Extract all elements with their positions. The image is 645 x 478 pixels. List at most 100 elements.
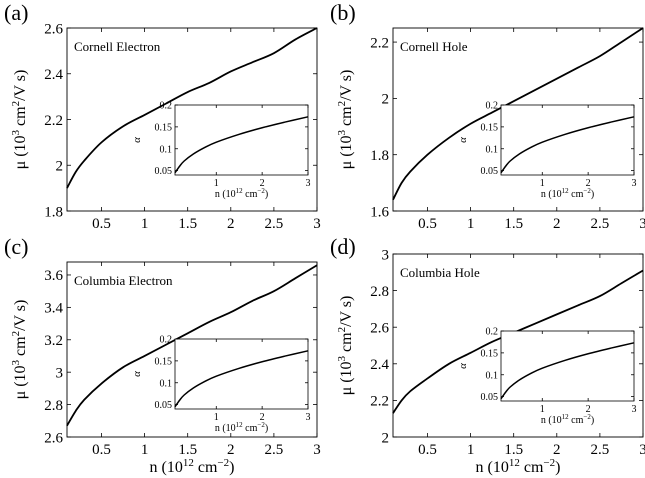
- panel-c-inset-axes: 1 2 3 0.05 0.1 0.15 0.2: [155, 335, 311, 424]
- panel-a-inset-axes: 1 2 3 0.05 0.1 0.15 0.2: [155, 101, 311, 190]
- panel-c-ytick-label: 2.6: [44, 430, 63, 446]
- panel-a-xtick-label: 3: [313, 216, 321, 232]
- panel-a-inset-xtick-label: 2: [260, 178, 265, 189]
- panel-c-inset-ytick-label: 0.15: [155, 356, 173, 367]
- panel-a-letter: (a): [4, 0, 28, 25]
- panel-a-ytick-label: 2.4: [44, 67, 63, 83]
- panel-b-ytick-label: 2.2: [370, 35, 389, 51]
- panel-a-title: Cornell Electron: [74, 39, 161, 54]
- panel-a-inset-frame: [174, 104, 309, 176]
- panel-c-ytick-label: 3.2: [44, 333, 63, 349]
- panel-a-ytick-label: 2: [56, 159, 64, 175]
- panel-d-xtick-label: 3: [639, 442, 645, 458]
- panel-d-ytick-label: 2: [382, 430, 390, 446]
- panel-b-title: Cornell Hole: [400, 39, 468, 54]
- panel-b-xtick-label: 1: [467, 216, 475, 232]
- panel-d-xtick-label: 0.5: [418, 442, 437, 458]
- panel-d-ytick-label: 3: [382, 247, 390, 263]
- panel-a-inset-series-line: [174, 116, 309, 174]
- panel-b-ytick-label: 1.8: [370, 148, 389, 164]
- panel-b-inset-xtick-label: 2: [586, 178, 591, 189]
- panel-b-xtick-label: 1.5: [504, 216, 523, 232]
- panel-d-inset-series-line: [500, 342, 635, 400]
- panel-c-xtick-label: 1.5: [178, 442, 197, 458]
- panel-d-xtick-label: 2.5: [591, 442, 610, 458]
- panel-c-title: Columbia Electron: [74, 273, 173, 288]
- panel-b-inset-ytick-label: 0.15: [481, 122, 499, 133]
- panel-d-inset-ylabel: α: [457, 363, 469, 369]
- panel-a-inset-xtick-label: 3: [306, 178, 311, 189]
- panel-b-inset-ylabel: α: [457, 137, 469, 143]
- panel-c-ytick-label: 2.8: [44, 398, 63, 414]
- panel-c-xtick-label: 0.5: [92, 442, 111, 458]
- panel-b-inset-ytick-label: 0.05: [481, 166, 499, 177]
- panel-d-inset-xtick-label: 2: [586, 404, 591, 415]
- panel-d-inset-xtick-label: 3: [632, 404, 637, 415]
- panel-d-ylabel: μ (103 cm2/V s): [336, 296, 355, 396]
- panel-a-xtick-label: 2.5: [265, 216, 284, 232]
- panel-a-xtick-label: 0.5: [92, 216, 111, 232]
- panel-d-inset-xlabel: n (1012 cm−2): [541, 413, 594, 426]
- panel-a-inset-ytick-label: 0.2: [160, 101, 173, 112]
- panel-d-inset-xtick-label: 1: [540, 404, 545, 415]
- panel-c-xtick-label: 2: [227, 442, 235, 458]
- panel-a-ytick-label: 2.2: [44, 113, 63, 129]
- panel-b-inset-axes: 1 2 3 0.05 0.1 0.15 0.2: [481, 101, 637, 190]
- panel-a-xtick-label: 1: [141, 216, 149, 232]
- panel-d-inset-ytick-label: 0.2: [486, 327, 499, 338]
- panel-a-inset-ytick-label: 0.1: [160, 144, 173, 155]
- panel-d-xtick-label: 1.5: [504, 442, 523, 458]
- panel-d-inset-ytick-label: 0.1: [486, 370, 499, 381]
- panel-b-inset-xtick-label: 1: [540, 178, 545, 189]
- panel-c-inset-frame: [174, 338, 309, 410]
- panel-a-series-line: [66, 27, 318, 189]
- panel-d-title: Columbia Hole: [400, 265, 480, 280]
- panel-a-ytick-label: 2.6: [44, 21, 63, 37]
- panel-d-ytick-label: 2.2: [370, 394, 389, 410]
- panel-b-ylabel: μ (103 cm2/V s): [336, 70, 355, 170]
- panel-d-letter: (d): [330, 234, 356, 259]
- panel-c-inset-ytick-label: 0.05: [155, 400, 173, 411]
- panel-c-xtick-label: 2.5: [265, 442, 284, 458]
- panel-b-inset-ytick-label: 0.1: [486, 144, 499, 155]
- panel-c-inset-xtick-label: 1: [214, 412, 219, 423]
- panel-c-inset-xtick-label: 2: [260, 412, 265, 423]
- panel-b-xtick-label: 0.5: [418, 216, 437, 232]
- panel-b-xtick-label: 2.5: [591, 216, 610, 232]
- panel-c-ytick-label: 3.6: [44, 268, 63, 284]
- panel-a-ytick-label: 1.8: [44, 204, 63, 220]
- panel-c-inset-xlabel: n (1012 cm−2): [215, 421, 268, 434]
- panel-d-ytick-label: 2.6: [370, 320, 389, 336]
- x-axis-label-right: n (1012 cm−2): [476, 457, 561, 476]
- panel-b-inset-ytick-label: 0.2: [486, 101, 499, 112]
- panel-d-ytick-label: 2.8: [370, 284, 389, 300]
- panel-c-letter: (c): [4, 234, 28, 259]
- panel-a-xtick-label: 1.5: [178, 216, 197, 232]
- panel-c-ytick-label: 3: [56, 365, 64, 381]
- panel-c-inset-ytick-label: 0.1: [160, 378, 173, 389]
- panel-b-ytick-label: 1.6: [370, 204, 389, 220]
- panel-d-xtick-label: 1: [467, 442, 475, 458]
- panel-a-ylabel: μ (103 cm2/V s): [10, 70, 29, 170]
- panel-b-inset-series-line: [500, 116, 635, 174]
- panel-c-inset-ytick-label: 0.2: [160, 335, 173, 346]
- panel-d-inset-frame: [500, 330, 635, 402]
- panel-d-ytick-label: 2.4: [370, 357, 389, 373]
- panel-a-xtick-label: 2: [227, 216, 235, 232]
- panel-b-inset-xlabel: n (1012 cm−2): [541, 187, 594, 200]
- panel-a-inset-ylabel: α: [131, 137, 143, 143]
- panel-a-inset-xtick-label: 1: [214, 178, 219, 189]
- panel-d-inset-axes: 1 2 3 0.05 0.1 0.15 0.2: [481, 327, 637, 416]
- panel-c-inset-ylabel: α: [131, 371, 143, 377]
- panel-d-inset-ytick-label: 0.05: [481, 392, 499, 403]
- panel-a-inset-ytick-label: 0.05: [155, 166, 173, 177]
- panel-d-xtick-label: 2: [553, 442, 561, 458]
- panel-c-xtick-label: 3: [313, 442, 321, 458]
- panel-a-inset-xlabel: n (1012 cm−2): [215, 187, 268, 200]
- panel-d-inset-ytick-label: 0.15: [481, 348, 499, 359]
- panel-b-inset-xtick-label: 3: [632, 178, 637, 189]
- panel-b-ytick-label: 2: [382, 92, 390, 108]
- panel-b-xtick-label: 2: [553, 216, 561, 232]
- panel-c-inset-xtick-label: 3: [306, 412, 311, 423]
